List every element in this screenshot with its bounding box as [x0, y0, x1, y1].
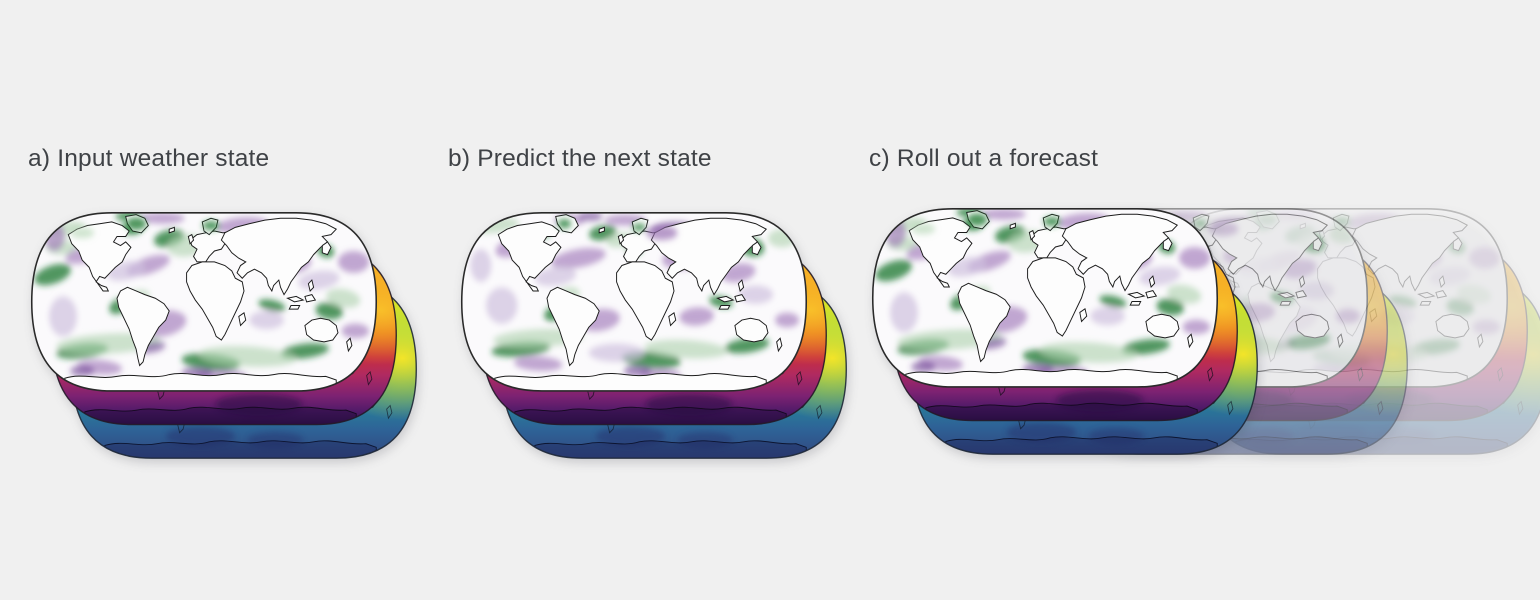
- panel-b-label: b) Predict the next state: [448, 145, 712, 172]
- weather-map-stack-a: [30, 211, 418, 460]
- panel-c-label: c) Roll out a forecast: [869, 145, 1099, 172]
- weather-map-stack-b: [460, 211, 848, 460]
- forecast-step-1-stack: [871, 207, 1259, 456]
- panel-a-label: a) Input weather state: [28, 145, 270, 172]
